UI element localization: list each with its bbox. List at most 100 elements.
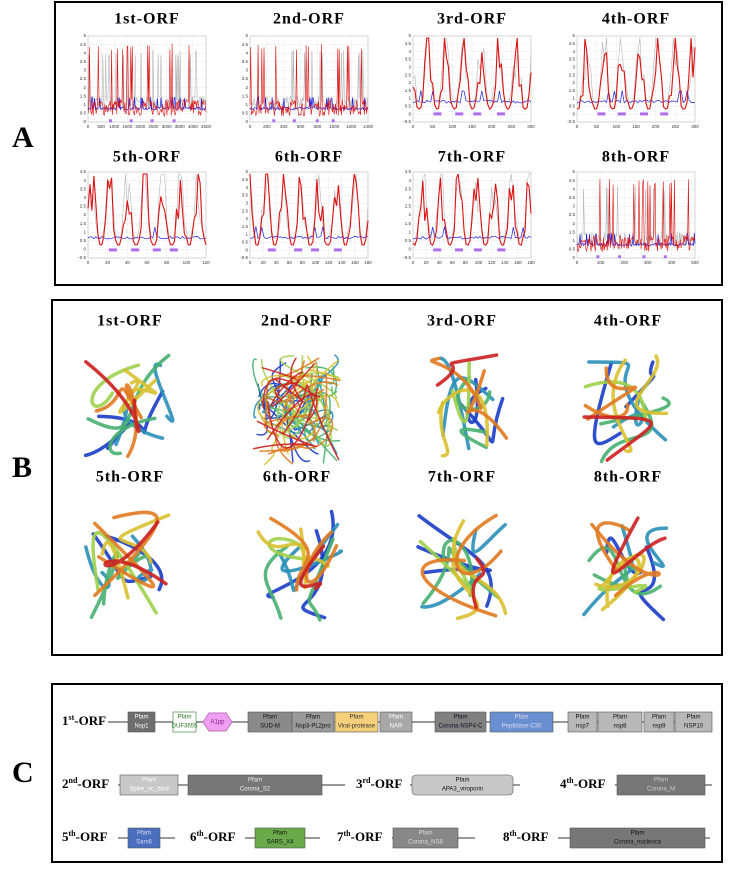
domain-name: SUD-M xyxy=(260,724,280,730)
ribbon xyxy=(638,545,666,622)
y-tick-label: 0 xyxy=(245,119,248,124)
domain-box xyxy=(489,711,554,733)
orf-label-part: -ORF xyxy=(574,776,606,791)
y-tick-label: 3.5 xyxy=(80,59,87,64)
domain-name: NAR xyxy=(390,724,403,730)
domain-box xyxy=(172,711,197,733)
orf-label-part: 4 xyxy=(560,776,567,791)
domain-box xyxy=(119,774,179,796)
x-tick-label: 120 xyxy=(488,260,496,265)
y-tick-label: 0 xyxy=(83,247,86,252)
domain-marker xyxy=(108,248,117,252)
y-tick-label: 4.5 xyxy=(242,177,249,182)
x-tick-label: 100 xyxy=(597,260,605,265)
y-tick-label: 0 xyxy=(408,111,411,116)
orf-label-part: nd xyxy=(69,776,78,785)
orf-label-part: -ORF xyxy=(77,776,109,791)
x-tick-label: 0 xyxy=(412,124,415,129)
ribbon xyxy=(420,558,498,618)
domain-box xyxy=(567,711,598,733)
structure-title: 1st-ORF xyxy=(97,313,163,330)
y-tick-label: 3 xyxy=(408,195,411,200)
protein-structure xyxy=(83,353,175,459)
y-tick-label: 2.5 xyxy=(569,212,576,217)
profile-curve xyxy=(576,179,696,253)
x-tick-label: 0 xyxy=(249,260,252,265)
y-tick-label: 1 xyxy=(83,102,86,107)
x-tick-label: 100 xyxy=(475,260,483,265)
y-tick-label: 0 xyxy=(572,111,575,116)
orf-label-part: st xyxy=(69,713,75,722)
orf-label-part: th xyxy=(567,776,575,785)
domain-marker xyxy=(150,119,154,123)
domain-box xyxy=(616,774,706,796)
protein-structure xyxy=(256,509,344,622)
ribbon xyxy=(263,544,289,620)
y-tick-label: 1 xyxy=(572,96,575,101)
x-tick-label: 20 xyxy=(105,260,111,265)
domain-name: SARS_X4 xyxy=(266,840,294,846)
domain-source: Pfam xyxy=(630,831,644,837)
profile-curve xyxy=(576,90,696,104)
domain-marker xyxy=(455,112,464,116)
y-tick-label: 0.5 xyxy=(242,240,249,245)
y-tick-label: 3.5 xyxy=(405,186,412,191)
orf-label-part: -ORF xyxy=(371,776,403,791)
domain-source: Pfam xyxy=(613,715,627,721)
domain-box xyxy=(127,827,161,849)
panel-a-frame xyxy=(54,1,723,286)
domain-box xyxy=(291,711,335,733)
domain-marker xyxy=(152,248,161,252)
ribbon xyxy=(304,530,339,584)
plot-title: 5th-ORF xyxy=(113,149,181,166)
y-tick-label: 5 xyxy=(408,33,411,38)
y-tick-label: -0.5 xyxy=(240,255,248,260)
y-tick-label: 3 xyxy=(245,200,248,205)
y-tick-label: 2 xyxy=(408,80,411,85)
ribbon xyxy=(441,538,474,597)
orf-label-part: th xyxy=(197,829,205,838)
ribbon xyxy=(153,362,175,423)
y-tick-label: 5 xyxy=(572,169,575,174)
domain-box xyxy=(643,711,675,733)
y-tick-label: 4 xyxy=(245,50,248,55)
orf-label: 8th-ORF xyxy=(503,829,548,844)
y-tick-label: 4.5 xyxy=(80,42,87,47)
y-tick-label: 3 xyxy=(83,195,86,200)
domain-name: Nsp3-PL2pro xyxy=(295,724,331,730)
y-tick-label: 0.5 xyxy=(405,238,412,243)
x-tick-label: 0 xyxy=(87,124,90,129)
domain-source: Pfam xyxy=(652,715,666,721)
y-tick-label: 2 xyxy=(83,212,86,217)
y-tick-label: 4.5 xyxy=(405,169,412,174)
domain-marker xyxy=(433,248,442,252)
x-tick-label: 60 xyxy=(144,260,150,265)
domain-name: Viral-protease xyxy=(338,724,376,730)
orf-label: 1st-ORF xyxy=(62,713,106,728)
domain-marker xyxy=(294,248,303,252)
domain-source: Pfam xyxy=(177,715,191,721)
y-tick-label: 3.5 xyxy=(405,57,412,62)
domain-marker xyxy=(639,112,648,116)
profile-curve xyxy=(87,43,207,117)
ribbon xyxy=(261,367,299,402)
y-tick-label: 1 xyxy=(245,232,248,237)
y-tick-label: 1.5 xyxy=(569,88,576,93)
domain-marker xyxy=(473,112,482,116)
plot-title: 8th-ORF xyxy=(602,149,670,166)
domain-marker xyxy=(663,255,667,259)
x-tick-label: 150 xyxy=(632,124,640,129)
domain-source: Pfam xyxy=(137,831,151,837)
ribbon xyxy=(252,420,318,450)
y-tick-label: 2.5 xyxy=(242,208,249,213)
y-tick-label: 0.5 xyxy=(405,104,412,109)
x-tick-label: 20 xyxy=(424,260,430,265)
y-tick-label: 1 xyxy=(83,229,86,234)
domain-name: Corona_M xyxy=(647,787,675,793)
y-tick-label: 3.5 xyxy=(242,59,249,64)
domain-source: Pfam xyxy=(455,778,469,784)
ribbon xyxy=(592,361,623,446)
orf-label-part: -ORF xyxy=(76,829,108,844)
orf-label-part: th xyxy=(69,829,77,838)
y-tick-label: 4 xyxy=(83,178,86,183)
